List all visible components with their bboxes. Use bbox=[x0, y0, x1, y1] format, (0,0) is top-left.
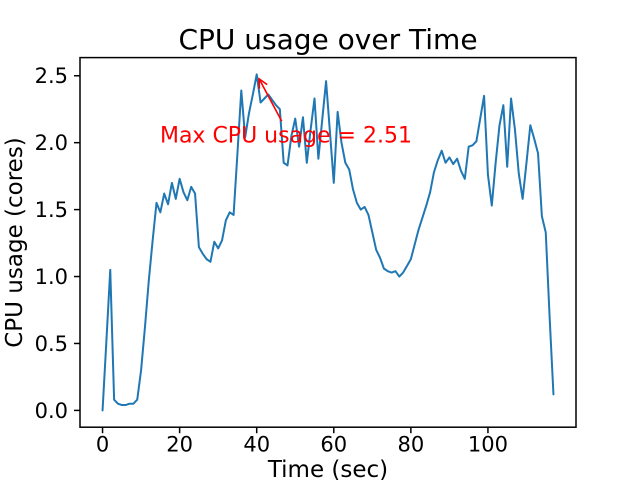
annotation-text: Max CPU usage = 2.51 bbox=[160, 124, 412, 149]
annotation-arrowhead-icon bbox=[258, 77, 268, 89]
x-tick-label: 60 bbox=[320, 433, 347, 457]
x-tick-label: 0 bbox=[96, 433, 109, 457]
x-tick-label: 80 bbox=[397, 433, 424, 457]
x-tick-label: 40 bbox=[243, 433, 270, 457]
x-axis-label: Time (sec) bbox=[267, 457, 388, 480]
chart-title: CPU usage over Time bbox=[178, 23, 477, 56]
y-tick-label: 2.5 bbox=[35, 64, 68, 88]
y-axis-ticks: 0.0 0.5 1.0 1.5 2.0 2.5 bbox=[35, 64, 80, 423]
plot-area bbox=[79, 56, 577, 428]
annotation-arrow-line bbox=[258, 78, 283, 122]
y-tick-label: 0.0 bbox=[35, 399, 68, 423]
y-tick-label: 0.5 bbox=[35, 332, 68, 356]
x-axis-ticks: 0 20 40 60 80 100 bbox=[96, 427, 508, 457]
cpu-usage-line bbox=[101, 73, 555, 412]
y-tick-label: 1.0 bbox=[35, 265, 68, 289]
x-tick-label: 20 bbox=[166, 433, 193, 457]
x-tick-label: 100 bbox=[468, 433, 508, 457]
y-tick-label: 1.5 bbox=[35, 198, 68, 222]
y-tick-label: 2.0 bbox=[35, 131, 68, 155]
max-cpu-annotation: Max CPU usage = 2.51 bbox=[160, 77, 412, 149]
y-axis-label: CPU usage (cores) bbox=[2, 137, 28, 348]
